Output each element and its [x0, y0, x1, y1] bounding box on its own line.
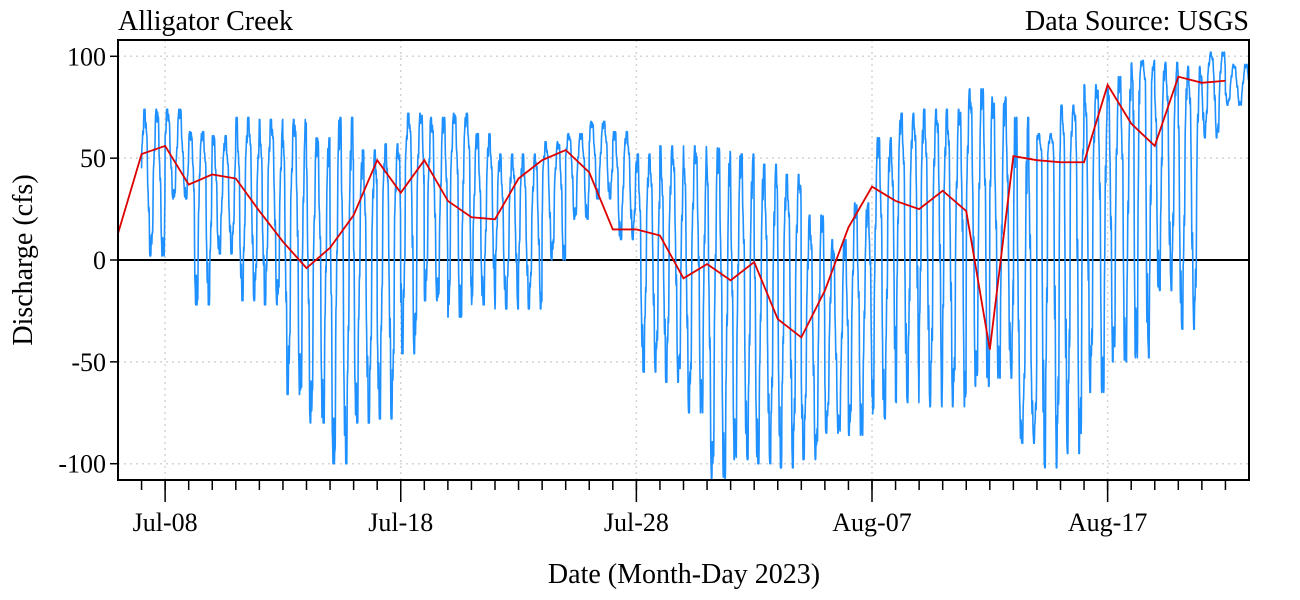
- axes-layer: Jul-08 Jul-18 Jul-28 Aug-07 Aug-17 100 50 0 -50 -…: [58, 39, 1250, 537]
- series-layer: [117, 51, 1250, 481]
- x-tick-label: Jul-18: [368, 508, 433, 537]
- y-tick-label: 0: [93, 246, 106, 275]
- x-axis-label: Date (Month-Day 2023): [548, 559, 820, 590]
- x-tick-label: Jul-28: [604, 508, 669, 537]
- y-tick-label: -50: [71, 348, 106, 377]
- chart-title: Alligator Creek: [118, 6, 293, 37]
- daily-mean-series-line: [117, 75, 1226, 350]
- y-tick-label: 100: [67, 42, 106, 71]
- y-tick-label: -100: [58, 450, 106, 479]
- y-axis-label: Discharge (cfs): [8, 174, 39, 345]
- y-tick-label: 50: [80, 144, 106, 173]
- x-tick-label: Jul-08: [133, 508, 198, 537]
- x-tick-label: Aug-07: [832, 508, 911, 537]
- discharge-series-line: [140, 51, 1250, 481]
- x-tick-label: Aug-17: [1068, 508, 1147, 537]
- data-source-note: Data Source: USGS: [1025, 6, 1249, 37]
